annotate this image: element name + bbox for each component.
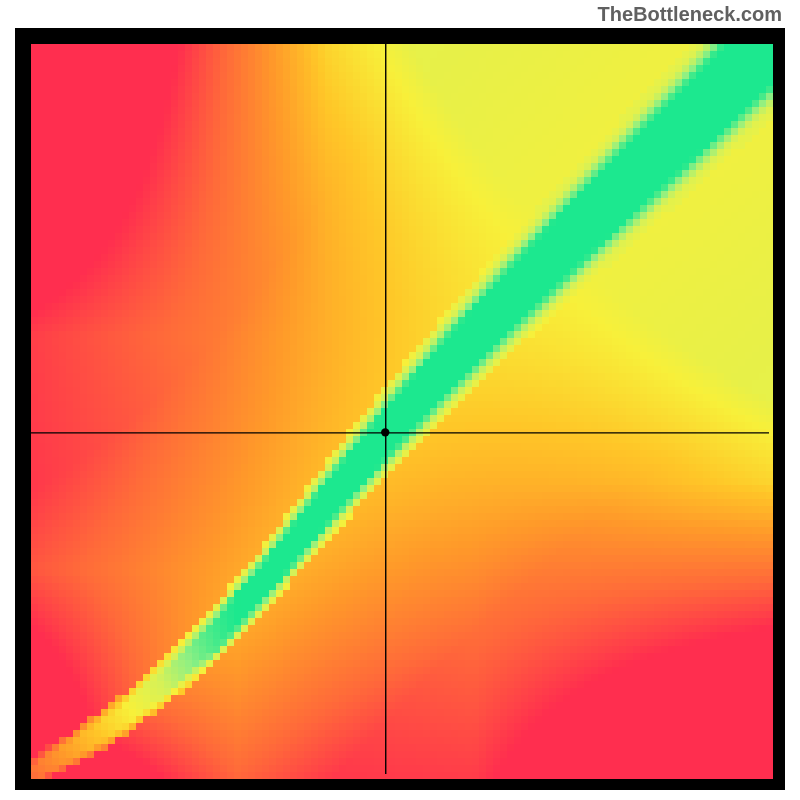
heatmap-canvas: [15, 28, 785, 790]
heatmap-plot: [15, 28, 785, 790]
watermark-text: TheBottleneck.com: [598, 4, 782, 27]
chart-container: TheBottleneck.com: [0, 0, 800, 800]
